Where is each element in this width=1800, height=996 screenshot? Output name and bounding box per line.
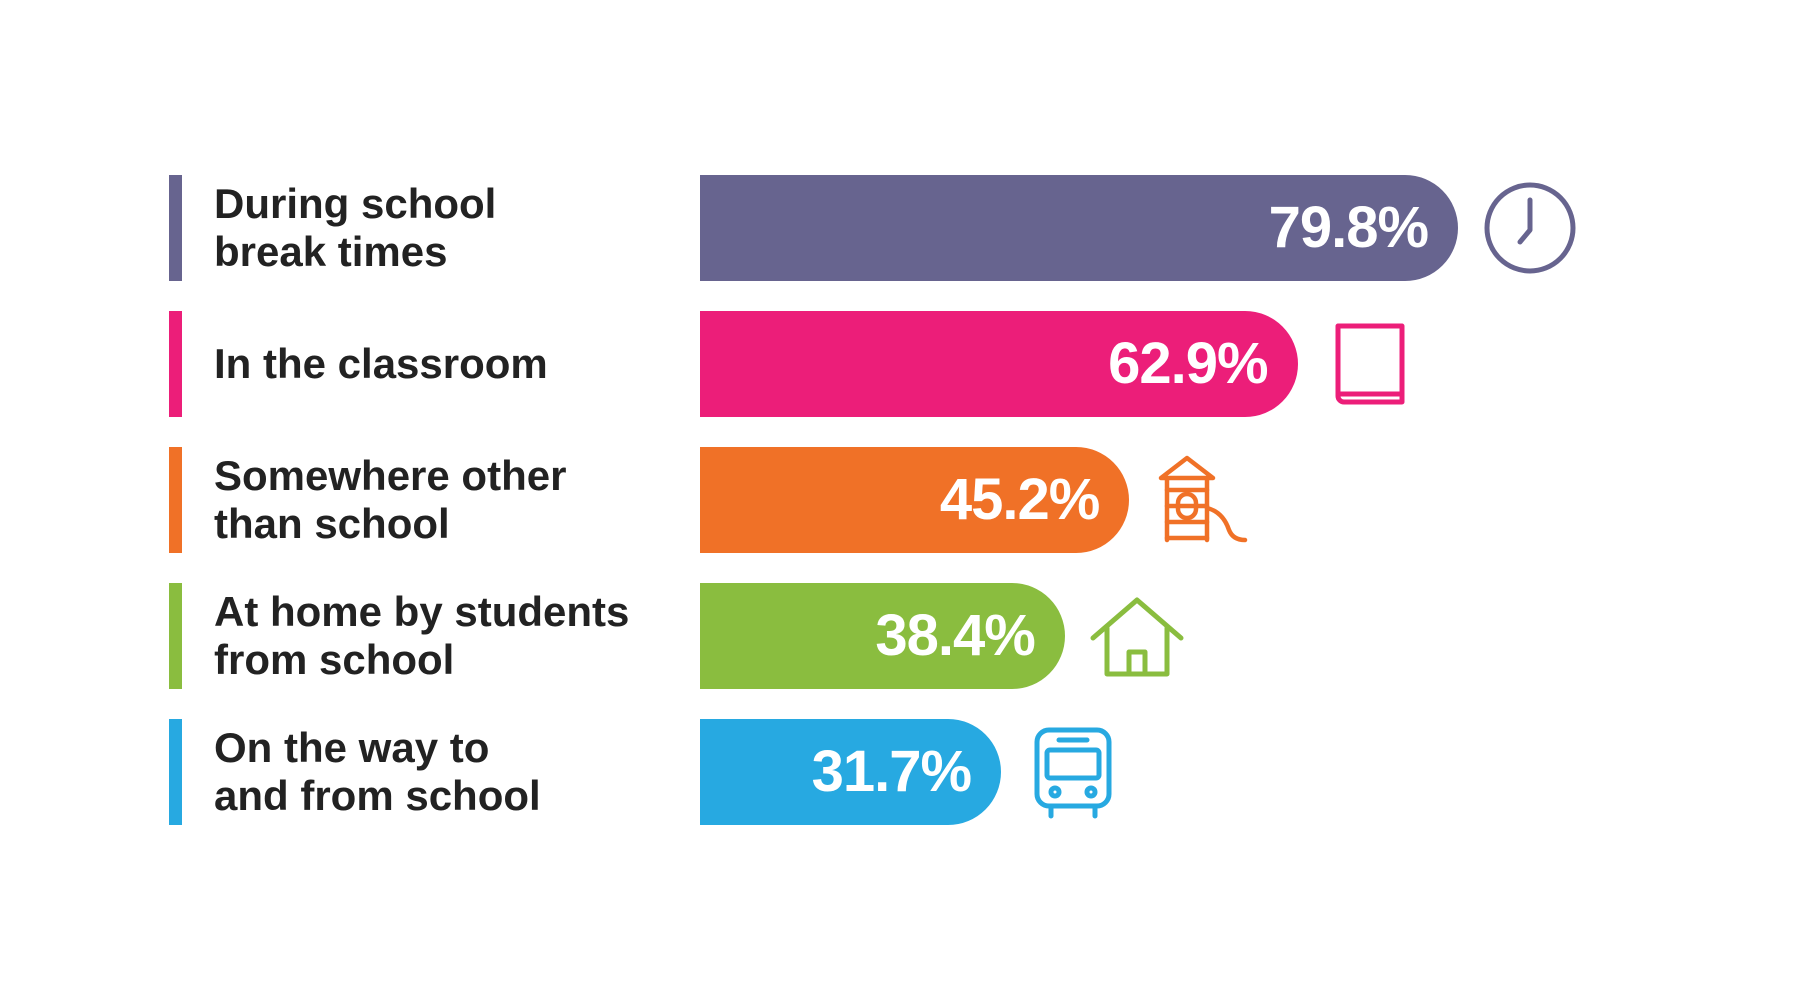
category-label: Somewhere other than school — [214, 451, 567, 547]
playground-icon — [1151, 450, 1251, 550]
bar-value-label: 38.4% — [875, 603, 1035, 668]
chart-row: On the way to and from school 31.7% — [0, 719, 1800, 825]
book-icon — [1320, 314, 1420, 414]
bar: 79.8% — [700, 175, 1459, 281]
category-label: In the classroom — [214, 339, 548, 387]
bar: 38.4% — [700, 583, 1065, 689]
category-label: At home by students from school — [214, 587, 630, 683]
bar-value-label: 62.9% — [1108, 331, 1268, 396]
category-label: On the way to and from school — [214, 723, 541, 819]
chart-row: Somewhere other than school 45.2% — [0, 447, 1800, 553]
bar-value-label: 45.2% — [939, 467, 1100, 532]
row-accent-stripe — [169, 311, 182, 417]
bar-value-label: 79.8% — [1268, 195, 1429, 260]
row-accent-stripe — [169, 583, 182, 689]
bar: 31.7% — [700, 719, 1002, 825]
clock-icon — [1480, 178, 1580, 278]
chart-row: During school break times 79.8% — [0, 175, 1800, 281]
chart-row: In the classroom 62.9% — [0, 311, 1800, 417]
chart-row: At home by students from school 38.4% — [0, 583, 1800, 689]
bus-icon — [1023, 722, 1123, 822]
house-icon — [1087, 586, 1187, 686]
row-accent-stripe — [169, 719, 182, 825]
bar: 45.2% — [700, 447, 1130, 553]
bar-value-label: 31.7% — [811, 739, 972, 804]
category-label: During school break times — [214, 179, 497, 275]
row-accent-stripe — [169, 447, 182, 553]
bar: 62.9% — [700, 311, 1298, 417]
row-accent-stripe — [169, 175, 182, 281]
